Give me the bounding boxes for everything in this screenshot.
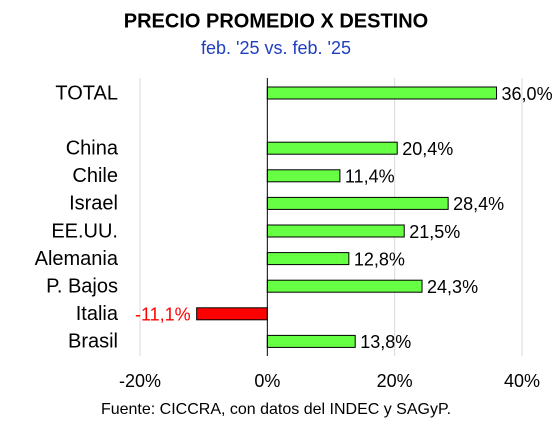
- chart-title: PRECIO PROMEDIO X DESTINO: [124, 10, 428, 32]
- data-label: 11,4%: [345, 167, 395, 187]
- source-note: Fuente: CICCRA, con datos del INDEC y SA…: [101, 401, 451, 418]
- bar: [266, 169, 341, 183]
- bar: [266, 141, 398, 155]
- y-tick-label: Brasil: [68, 331, 118, 353]
- bar: [266, 334, 356, 348]
- y-tick-label: Alemania: [35, 248, 119, 270]
- data-label: 21,5%: [409, 222, 460, 242]
- bar: [266, 252, 350, 266]
- y-tick-label: Italia: [76, 303, 119, 325]
- data-label: -11,1%: [135, 305, 191, 325]
- x-tick-label: 20%: [377, 371, 413, 391]
- y-tick-label: Chile: [72, 165, 118, 187]
- bar: [196, 307, 268, 321]
- bar: [266, 86, 498, 100]
- y-tick-label: TOTAL: [55, 82, 118, 104]
- x-tick-label: 0%: [254, 371, 280, 391]
- bar: [266, 196, 449, 210]
- y-tick-label: Israel: [69, 193, 118, 215]
- data-label: 13,8%: [360, 332, 411, 352]
- data-label: 36,0%: [502, 84, 552, 104]
- x-tick-label: -20%: [119, 371, 161, 391]
- y-tick-label: P. Bajos: [46, 275, 118, 297]
- y-tick-label: China: [66, 137, 119, 159]
- data-label: 24,3%: [427, 277, 478, 297]
- bar: [266, 279, 423, 293]
- x-tick-label: 40%: [504, 371, 540, 391]
- bar: [266, 224, 405, 238]
- chart-subtitle: feb. '25 vs. feb. '25: [201, 38, 351, 58]
- data-label: 20,4%: [402, 139, 453, 159]
- y-tick-label: EE.UU.: [51, 220, 118, 242]
- data-label: 28,4%: [453, 194, 504, 214]
- data-label: 12,8%: [354, 249, 405, 269]
